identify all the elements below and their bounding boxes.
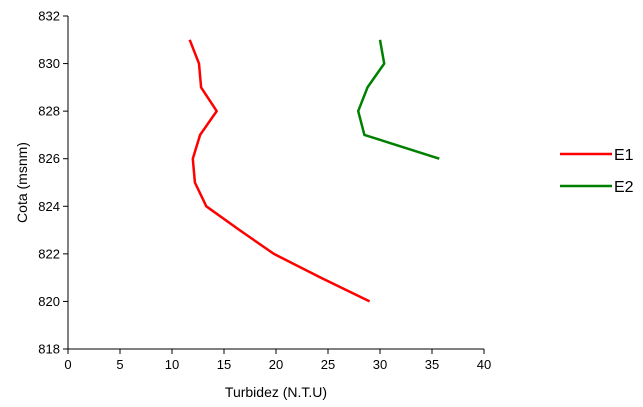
y-tick-label: 830	[38, 56, 60, 71]
y-tick-label: 822	[38, 246, 60, 261]
legend: E1 E2	[560, 147, 634, 196]
x-tick-label: 40	[477, 357, 491, 372]
series-line-e1	[188, 39, 371, 303]
legend-label-e1: E1	[614, 147, 634, 164]
series-lines	[188, 39, 440, 303]
x-tick-label: 20	[269, 357, 283, 372]
y-tick-label: 826	[38, 151, 60, 166]
x-tick-label: 15	[217, 357, 231, 372]
x-tick-label: 5	[116, 357, 123, 372]
y-tick-label: 820	[38, 294, 60, 309]
x-axis-title: Turbidez (N.T.U)	[225, 384, 327, 400]
y-tick-label: 824	[38, 199, 60, 214]
y-tick-label: 832	[38, 9, 60, 24]
x-tick-label: 25	[321, 357, 335, 372]
x-ticks: 0 5 10 15 20 25 30 35 40	[64, 349, 491, 372]
y-axis-title: Cota (msnm)	[14, 142, 30, 223]
x-tick-label: 30	[373, 357, 387, 372]
y-tick-label: 818	[38, 342, 60, 357]
plot-area: 0 5 10 15 20 25 30 35 40 818 820 822 824 826 828 830 83…	[38, 9, 491, 373]
x-tick-label: 0	[64, 357, 71, 372]
y-ticks: 818 820 822 824 826 828 830 832	[38, 9, 68, 357]
y-tick-label: 828	[38, 104, 60, 119]
series-line-e2	[356, 39, 440, 160]
legend-label-e2: E2	[614, 179, 634, 196]
x-tick-label: 10	[165, 357, 179, 372]
x-tick-label: 35	[425, 357, 439, 372]
